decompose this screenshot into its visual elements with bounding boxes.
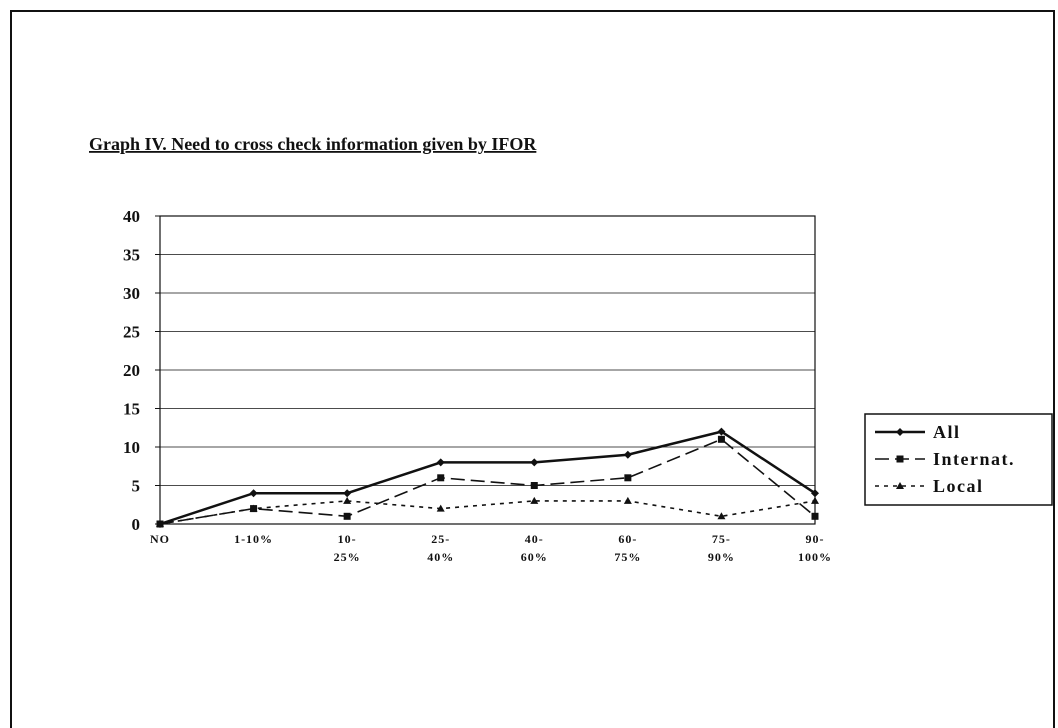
series-line [159, 500, 816, 525]
x-tick-label: 75- [712, 532, 731, 546]
marker [249, 489, 258, 498]
marker [156, 520, 164, 527]
x-tick-label: 10- [338, 532, 357, 546]
marker [623, 450, 632, 459]
x-tick-label: 60- [618, 532, 637, 546]
y-tick-label: 30 [123, 284, 140, 303]
page-frame [10, 10, 1055, 728]
series-line [159, 430, 816, 526]
marker [896, 428, 904, 436]
x-tick-label: 75% [614, 550, 641, 564]
legend-label: All [933, 422, 961, 442]
x-tick-label: 90% [708, 550, 735, 564]
marker [249, 504, 258, 512]
y-tick-label: 10 [123, 438, 140, 457]
marker [811, 489, 819, 498]
marker [437, 474, 445, 482]
chart-title: Graph IV. Need to cross check informatio… [89, 134, 537, 154]
y-tick-label: 40 [123, 207, 140, 226]
y-tick-label: 15 [123, 400, 140, 419]
x-tick-label: 90- [806, 532, 825, 546]
y-tick-label: 0 [132, 515, 141, 534]
x-tick-label: 25% [334, 550, 361, 564]
y-tick-label: 25 [123, 323, 140, 342]
marker [343, 496, 352, 504]
x-tick-label: 60% [521, 550, 548, 564]
legend-label: Internat. [933, 449, 1015, 469]
x-tick-label: 40- [525, 532, 544, 546]
marker [624, 474, 632, 482]
legend-label: Local [933, 476, 984, 496]
marker [623, 496, 632, 504]
marker [717, 427, 726, 436]
y-tick-label: 35 [123, 246, 140, 265]
marker [896, 482, 904, 489]
marker [530, 496, 539, 504]
y-tick-label: 5 [132, 477, 141, 496]
x-tick-label: 1-10% [234, 532, 273, 546]
marker [811, 512, 819, 520]
x-tick-label: 25- [431, 532, 450, 546]
series-line [159, 438, 816, 525]
marker [436, 458, 445, 467]
marker [436, 504, 445, 512]
marker [717, 435, 725, 443]
x-tick-label: NO [150, 532, 170, 546]
y-tick-label: 20 [123, 361, 140, 380]
marker [343, 489, 352, 498]
x-tick-label: 40% [427, 550, 454, 564]
marker [530, 458, 539, 467]
marker [811, 496, 819, 504]
marker [717, 512, 726, 520]
marker [896, 455, 904, 463]
marker [343, 512, 351, 520]
x-tick-label: 100% [798, 550, 832, 564]
marker [530, 482, 538, 489]
